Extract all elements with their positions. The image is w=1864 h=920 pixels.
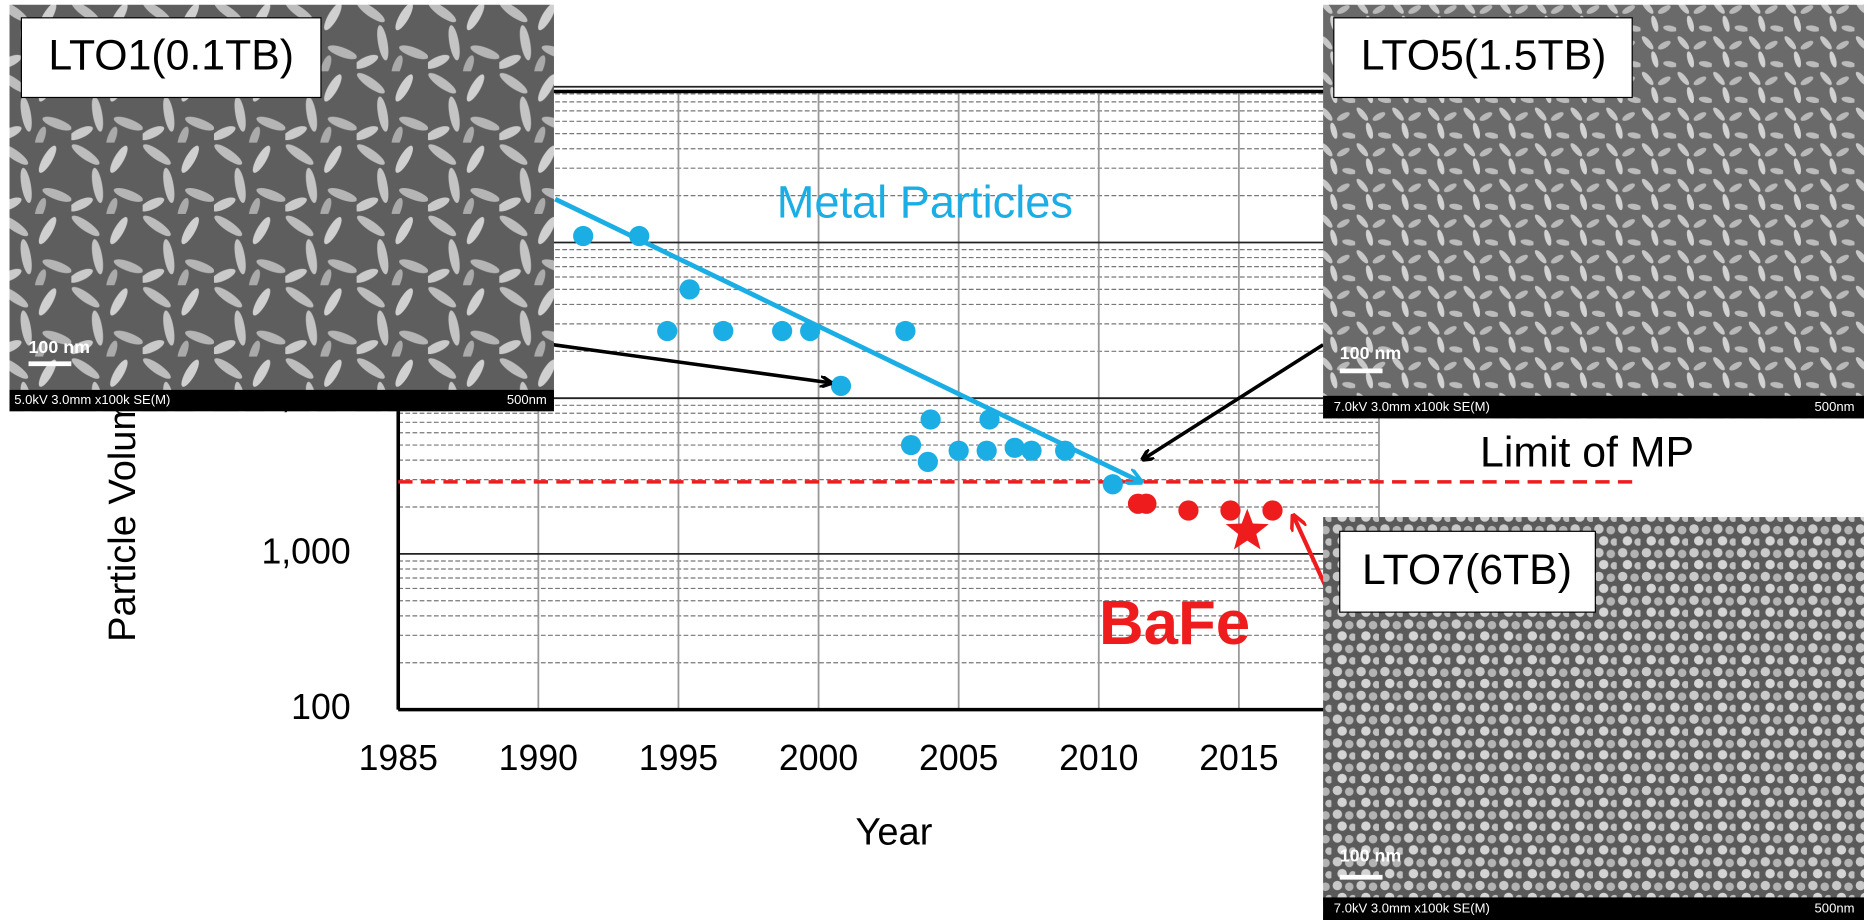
inset: 7.0kV 3.0mm x100k SE(M) 500nm 100 nm LTO… <box>1323 517 1864 920</box>
inset-label: LTO7(6TB) <box>1362 546 1572 594</box>
sem-scale: 500nm <box>1815 399 1855 414</box>
point <box>918 452 938 472</box>
point <box>921 409 941 429</box>
point <box>895 321 915 341</box>
chart: 198519901995200020052010201520201001,000… <box>0 0 1864 920</box>
point <box>1055 441 1075 461</box>
point <box>1136 494 1156 514</box>
x-tick-label: 1990 <box>499 738 578 778</box>
x-tick-label: 2010 <box>1059 738 1138 778</box>
point <box>1005 438 1025 458</box>
x-tick-label: 2015 <box>1199 738 1278 778</box>
x-tick-label: 2005 <box>919 738 998 778</box>
inset: 5.0kV 3.0mm x100k SE(M) 500nm 100 nm LTO… <box>10 5 554 412</box>
sem-scale: 500nm <box>507 392 547 407</box>
x-axis-title: Year <box>856 811 933 853</box>
page: 198519901995200020052010201520201001,000… <box>0 0 1864 920</box>
inset-label: LTO1(0.1TB) <box>48 32 294 80</box>
point <box>1103 474 1123 494</box>
point <box>713 321 733 341</box>
point <box>1178 500 1198 520</box>
y-axis-title: Particle Volume <box>102 378 144 642</box>
point <box>831 376 851 396</box>
point <box>680 279 700 299</box>
sem-scale: 500nm <box>1815 901 1855 916</box>
point <box>977 441 997 461</box>
limit-label: Limit of MP <box>1480 429 1694 477</box>
point <box>1021 441 1041 461</box>
point <box>800 321 820 341</box>
point <box>1220 500 1240 520</box>
series-label: BaFe <box>1099 589 1250 658</box>
point <box>573 226 593 246</box>
x-tick-label: 1995 <box>639 738 718 778</box>
scale-bar-label: 100 nm <box>1340 343 1401 363</box>
point <box>901 435 921 455</box>
point <box>979 409 999 429</box>
x-tick-label: 2000 <box>779 738 858 778</box>
scale-bar-label: 100 nm <box>1340 846 1401 866</box>
point <box>657 321 677 341</box>
inset-label: LTO5(1.5TB) <box>1361 32 1607 80</box>
sem-info: 5.0kV 3.0mm x100k SE(M) <box>14 392 170 407</box>
scale-bar-label: 100 nm <box>29 337 90 357</box>
point <box>772 321 792 341</box>
y-tick-label: 100 <box>291 687 351 727</box>
point <box>949 441 969 461</box>
sem-info: 7.0kV 3.0mm x100k SE(M) <box>1334 399 1490 414</box>
x-tick-label: 1985 <box>359 738 438 778</box>
point <box>1262 500 1282 520</box>
point <box>629 226 649 246</box>
y-tick-label: 1,000 <box>261 531 350 571</box>
series-label: Metal Particles <box>777 177 1073 228</box>
sem-info: 7.0kV 3.0mm x100k SE(M) <box>1334 901 1490 916</box>
inset: 7.0kV 3.0mm x100k SE(M) 500nm 100 nm LTO… <box>1323 5 1864 419</box>
